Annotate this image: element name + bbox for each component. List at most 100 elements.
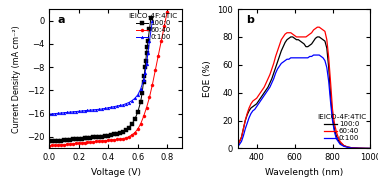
100:0 [142,75,147,77]
0:100 [85,109,90,111]
100:0 [147,28,152,30]
0:100 [76,110,81,112]
100:0 [140,92,144,94]
100:0 [53,140,57,142]
0:100 [91,109,96,111]
0:100 [296,57,301,59]
Legend: 100:0, 60:40, 0:100: 100:0, 60:40, 0:100 [316,114,367,142]
Text: a: a [57,15,65,25]
0:100 [88,109,93,111]
60:40 [56,144,60,146]
0:100 [103,107,107,110]
60:40 [94,140,99,143]
60:40 [121,137,125,140]
0:100 [144,63,149,65]
0:100 [143,72,147,74]
0:100 [311,54,316,56]
60:40 [76,142,81,144]
60:40 [112,139,116,141]
60:40 [100,140,104,142]
0:100 [336,140,341,143]
60:40 [73,142,78,145]
100:0 [47,140,51,143]
Y-axis label: Current Density (mA cm⁻²): Current Density (mA cm⁻²) [12,25,21,133]
0:100 [127,102,131,104]
100:0 [275,61,280,63]
60:40 [109,139,113,141]
60:40 [132,132,137,134]
60:40 [141,115,146,118]
100:0 [50,140,54,143]
60:40 [85,141,90,143]
Line: 100:0: 100:0 [238,37,370,148]
60:40 [62,144,66,146]
100:0 [143,66,147,68]
0:100 [121,104,125,106]
Line: 60:40: 60:40 [238,27,370,148]
60:40 [106,139,110,141]
100:0 [305,46,310,48]
0:100 [304,57,308,59]
100:0 [144,60,148,62]
60:40 [235,145,240,147]
100:0 [298,40,302,42]
100:0 [121,131,125,133]
60:40 [97,140,102,142]
Legend: 100:0, 60:40, 0:100: 100:0, 60:40, 0:100 [128,12,178,41]
100:0 [149,17,153,19]
60:40 [59,144,63,146]
Text: b: b [246,15,254,25]
0:100 [70,111,75,113]
100:0 [73,138,78,140]
0:100 [147,40,152,42]
100:0 [106,134,110,137]
Line: 0:100: 0:100 [48,19,154,115]
0:100 [118,104,122,107]
60:40 [47,144,51,147]
100:0 [88,137,93,139]
60:40 [127,136,131,138]
60:40 [50,144,54,146]
60:40 [153,69,158,71]
60:40 [91,141,96,143]
100:0 [118,132,122,134]
60:40 [115,138,119,140]
100:0 [127,127,131,129]
100:0 [100,135,104,138]
100:0 [103,135,107,137]
0:100 [141,79,146,81]
100:0 [288,36,293,38]
0:100 [65,111,69,113]
60:40 [138,123,143,125]
0:100 [146,52,150,54]
60:40 [336,136,341,138]
100:0 [235,145,240,147]
60:40 [159,40,164,42]
0:100 [79,110,84,112]
0:100 [132,97,137,100]
0:100 [258,100,263,102]
60:40 [315,26,320,28]
0:100 [112,106,116,108]
0:100 [62,112,66,114]
60:40 [258,92,263,94]
100:0 [82,137,87,139]
100:0 [65,139,69,141]
60:40 [275,50,280,52]
0:100 [106,107,110,109]
100:0 [94,136,99,138]
60:40 [88,141,93,143]
X-axis label: Wavelength (nm): Wavelength (nm) [265,168,343,177]
0:100 [68,111,72,113]
100:0 [138,101,143,103]
Line: 0:100: 0:100 [238,55,370,148]
60:40 [103,140,107,142]
0:100 [138,88,143,90]
100:0 [124,129,128,131]
100:0 [79,137,84,140]
60:40 [150,83,155,86]
0:100 [275,68,280,70]
100:0 [91,136,96,138]
0:100 [262,94,266,96]
100:0 [56,140,60,142]
